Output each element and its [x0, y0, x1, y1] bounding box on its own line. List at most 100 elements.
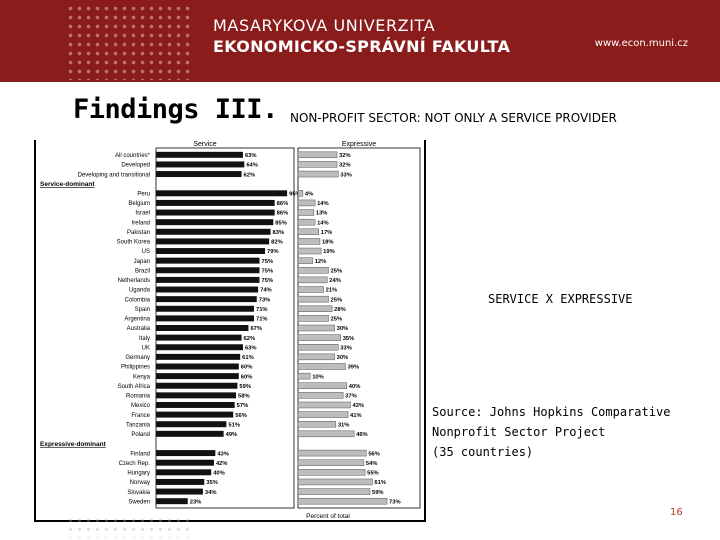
expressive-bar — [297, 420, 337, 428]
service-value-label: 56% — [235, 413, 247, 419]
expressive-bar — [297, 315, 329, 322]
slide-title: Findings III. — [73, 94, 278, 125]
country-label: Czech Rep. — [119, 461, 151, 467]
expressive-bar — [297, 497, 388, 505]
country-label: Sweden — [128, 499, 150, 505]
expressive-bar — [297, 238, 321, 245]
slide-subtitle: NON-PROFIT SECTOR: NOT ONLY A SERVICE PR… — [290, 111, 617, 125]
service-bar — [156, 248, 266, 255]
expressive-bar — [297, 247, 322, 255]
service-value-label: 43% — [217, 451, 229, 457]
section-label: Service-dominant — [40, 181, 95, 188]
service-bar — [156, 411, 234, 418]
source-note: Source: Johns Hopkins Comparative Nonpro… — [432, 402, 702, 462]
expressive-value-label: 30% — [337, 326, 349, 332]
service-value-label: 60% — [241, 365, 253, 371]
service-value-label: 85% — [275, 220, 287, 226]
expressive-bar — [297, 382, 348, 389]
country-label: Colombia — [125, 297, 151, 303]
expressive-value-label: 32% — [339, 153, 351, 159]
service-value-label: 86% — [277, 211, 289, 217]
expressive-value-label: 14% — [317, 220, 329, 226]
expressive-value-label: 40% — [349, 384, 361, 390]
service-value-label: 79% — [267, 249, 279, 255]
expressive-value-label: 25% — [331, 297, 343, 303]
service-bar — [156, 286, 259, 293]
service-value-label: 40% — [213, 471, 225, 477]
panel-title-service: Service — [193, 141, 216, 148]
expressive-value-label: 14% — [317, 201, 329, 207]
expressive-value-label: 33% — [340, 172, 352, 178]
expressive-bar — [297, 324, 335, 332]
country-label: Israel — [135, 211, 150, 217]
service-value-label: 23% — [190, 499, 202, 505]
expressive-value-label: 56% — [368, 451, 380, 457]
university-name: MASARYKOVA UNIVERZITA — [213, 16, 436, 35]
expressive-bar — [297, 267, 329, 274]
service-bar — [156, 498, 188, 505]
service-bar — [156, 161, 245, 168]
section-label: Expressive-dominant — [40, 441, 107, 448]
country-label: Kenya — [133, 374, 151, 380]
country-label: Argentina — [124, 317, 150, 323]
service-bar — [156, 363, 239, 370]
service-value-label: 57% — [237, 403, 249, 409]
service-bar — [156, 238, 270, 245]
expressive-bar — [297, 372, 311, 380]
service-value-label: 74% — [260, 288, 272, 294]
country-label: Italy — [139, 336, 150, 342]
service-bar — [156, 276, 260, 283]
service-value-label: 86% — [277, 201, 289, 207]
expressive-value-label: 18% — [322, 240, 334, 246]
expressive-value-label: 41% — [350, 413, 362, 419]
service-value-label: 71% — [256, 317, 268, 323]
service-bar — [156, 209, 275, 216]
expressive-bar — [297, 170, 339, 178]
country-label: UK — [142, 345, 150, 351]
country-label: Norway — [130, 480, 150, 486]
service-bar — [156, 373, 239, 380]
expressive-bar — [297, 488, 371, 495]
country-label: Belgium — [128, 201, 150, 207]
expressive-bar — [297, 161, 338, 168]
expressive-bar — [297, 190, 304, 197]
service-value-label: 95% — [289, 191, 301, 197]
service-bar — [156, 401, 235, 408]
service-value-label: 75% — [262, 278, 274, 284]
service-value-label: 67% — [250, 326, 262, 332]
service-value-label: 42% — [216, 461, 228, 467]
service-bar — [156, 190, 288, 197]
service-value-label: 73% — [259, 297, 271, 303]
expressive-value-label: 33% — [340, 345, 352, 351]
chart-caption: SERVICE X EXPRESSIVE — [488, 292, 633, 306]
page-number: 16 — [670, 507, 683, 518]
expressive-value-label: 13% — [316, 211, 328, 217]
country-label: France — [131, 413, 150, 419]
service-bar — [156, 334, 242, 341]
service-expressive-chart: Service Expressive All countries* 63% 32% Dev… — [40, 141, 421, 520]
service-bar — [156, 296, 257, 303]
service-bar — [156, 430, 224, 437]
service-bar — [156, 478, 205, 485]
service-bar — [156, 171, 242, 178]
expressive-bar — [297, 449, 367, 457]
service-bar — [156, 344, 243, 351]
expressive-bar — [297, 199, 316, 207]
service-bar — [156, 199, 275, 206]
source-line: (35 countries) — [432, 445, 534, 459]
service-bar — [156, 257, 260, 264]
expressive-value-label: 19% — [323, 249, 335, 255]
country-label: Japan — [134, 259, 150, 265]
website-link[interactable]: www.econ.muni.cz — [594, 38, 688, 49]
service-value-label: 82% — [271, 240, 283, 246]
service-value-label: 59% — [239, 384, 251, 390]
expressive-bar — [297, 276, 328, 284]
expressive-value-label: 25% — [331, 268, 343, 274]
expressive-bar — [297, 344, 339, 351]
country-label: Hungary — [127, 471, 150, 477]
expressive-bar — [297, 469, 366, 476]
chart-frame: Service Expressive All countries* 63% 32% Dev… — [34, 140, 426, 522]
service-bar — [156, 392, 237, 399]
country-label: All countries* — [115, 153, 151, 159]
country-label: Netherlands — [118, 278, 150, 284]
